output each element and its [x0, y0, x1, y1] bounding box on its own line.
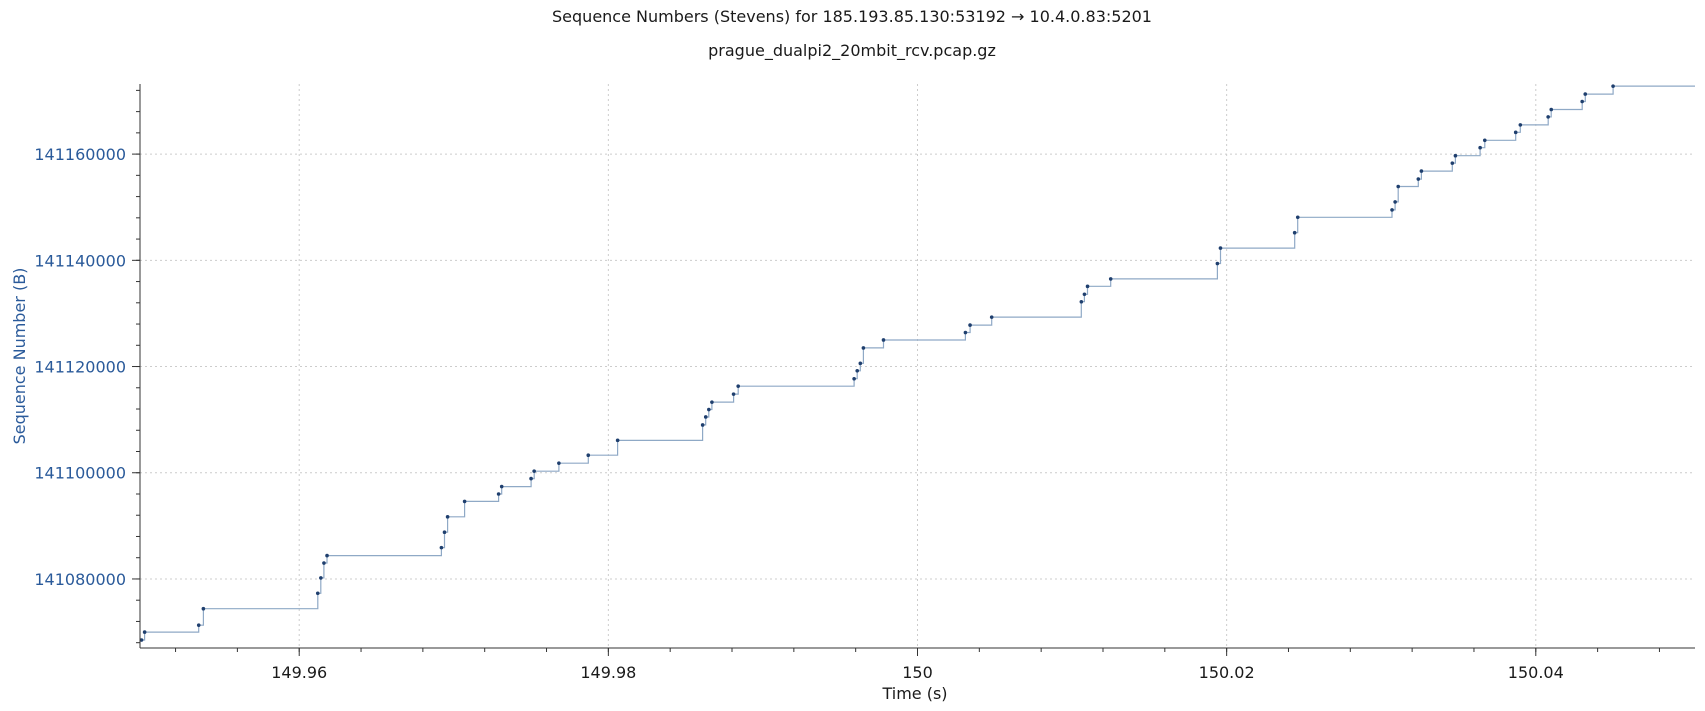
data-point — [1453, 153, 1458, 158]
data-point — [710, 400, 714, 404]
data-point — [989, 315, 994, 319]
y-tick-label: 141140000 — [34, 251, 126, 270]
y-tick-label: 141120000 — [34, 358, 126, 377]
data-point — [861, 346, 866, 350]
data-point — [1513, 130, 1518, 135]
chart-subtitle: prague_dualpi2_20mbit_rcv.pcap.gz — [708, 41, 996, 61]
data-point — [1478, 145, 1482, 150]
x-tick-label: 149.98 — [580, 663, 636, 682]
data-point — [1419, 169, 1424, 173]
data-point — [315, 591, 320, 596]
data-point — [445, 515, 450, 519]
data-point — [1393, 200, 1397, 204]
data-point — [1416, 177, 1421, 181]
data-point — [532, 469, 536, 473]
data-point — [707, 407, 711, 412]
x-axis-label: Time (s) — [881, 684, 947, 703]
data-point — [325, 553, 329, 558]
data-point — [615, 438, 620, 443]
data-point — [963, 330, 968, 335]
data-point — [322, 561, 326, 565]
data-point — [196, 623, 201, 627]
data-point — [1215, 261, 1220, 266]
data-point — [855, 368, 860, 373]
data-point — [736, 384, 740, 388]
data-point — [1580, 99, 1584, 104]
plot-area — [139, 84, 1695, 642]
data-point — [1396, 184, 1401, 189]
y-tick-label: 141100000 — [34, 464, 126, 483]
data-point — [968, 323, 972, 327]
data-point — [881, 338, 886, 342]
data-point — [1218, 246, 1223, 250]
data-point — [1108, 277, 1113, 281]
data-point — [852, 376, 856, 381]
data-point — [1390, 208, 1394, 212]
data-point — [1085, 284, 1090, 289]
data-point — [703, 415, 708, 419]
grid-lines — [140, 84, 1695, 648]
data-point — [1082, 292, 1087, 297]
data-point — [201, 606, 206, 611]
y-tick-label: 141160000 — [34, 145, 126, 164]
data-point — [1611, 84, 1615, 88]
data-point — [439, 545, 444, 550]
axes: 149.96 149.98 150 150.02 150.04 141080000 1411… — [34, 84, 1695, 682]
data-point — [1482, 138, 1487, 143]
x-tick-label: 150.04 — [1508, 663, 1564, 682]
data-point — [1546, 115, 1550, 119]
data-point — [586, 453, 591, 458]
x-tick-label: 150 — [902, 663, 933, 682]
y-axis-label: Sequence Number (B) — [10, 268, 29, 445]
data-point — [700, 423, 705, 427]
data-point — [462, 499, 467, 504]
data-point — [499, 484, 504, 489]
data-point — [139, 638, 144, 642]
data-point — [557, 461, 561, 465]
data-point — [529, 476, 533, 481]
chart-title: Sequence Numbers (Stevens) for 185.193.8… — [552, 7, 1152, 26]
data-point — [1295, 215, 1300, 220]
data-point — [142, 630, 147, 634]
data-point — [442, 530, 447, 535]
data-point — [319, 576, 323, 580]
y-tick-label: 141080000 — [34, 570, 126, 589]
data-point — [858, 361, 863, 366]
data-point — [1450, 161, 1455, 165]
x-tick-label: 149.96 — [271, 663, 327, 682]
data-point — [1292, 230, 1297, 235]
data-point — [731, 392, 736, 396]
data-point — [1549, 107, 1554, 112]
data-point — [1583, 92, 1588, 96]
data-point — [1518, 123, 1523, 127]
data-point — [1079, 299, 1084, 304]
x-tick-label: 150.02 — [1199, 663, 1255, 682]
data-point — [496, 492, 501, 496]
